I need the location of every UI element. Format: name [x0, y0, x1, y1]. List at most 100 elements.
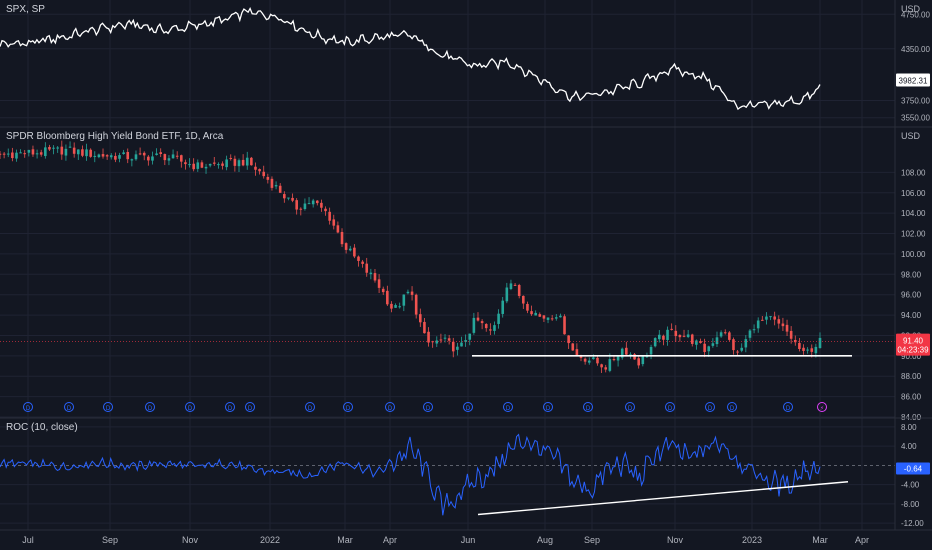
hyg-candle[interactable] [670, 328, 673, 330]
hyg-candle[interactable] [719, 332, 723, 337]
hyg-candle[interactable] [641, 356, 645, 365]
hyg-candle[interactable] [369, 272, 373, 275]
dividend-icon[interactable] [23, 402, 33, 412]
hyg-candle[interactable] [414, 294, 418, 315]
hyg-candle[interactable] [245, 157, 249, 166]
hyg-candle[interactable] [151, 156, 154, 161]
hyg-candle[interactable] [480, 321, 484, 324]
hyg-candle[interactable] [534, 312, 537, 316]
hyg-candle[interactable] [427, 331, 430, 343]
hyg-candle[interactable] [81, 149, 84, 156]
hyg-candle[interactable] [142, 152, 146, 156]
hyg-candle[interactable] [707, 346, 711, 352]
hyg-candle[interactable] [233, 158, 237, 166]
hyg-candle[interactable] [810, 348, 814, 352]
hyg-candle[interactable] [559, 315, 562, 318]
hyg-candle[interactable] [550, 318, 554, 320]
hyg-candle[interactable] [48, 146, 51, 150]
dividend-icon[interactable] [543, 402, 553, 412]
hyg-candle[interactable] [138, 153, 142, 155]
hyg-candle[interactable] [744, 339, 748, 348]
hyg-candle[interactable] [798, 342, 801, 349]
hyg-candle[interactable] [509, 283, 513, 290]
dividend-icon[interactable] [705, 402, 715, 412]
hyg-candle[interactable] [295, 200, 298, 210]
hyg-pane-title[interactable]: SPDR Bloomberg High Yield Bond ETF, 1D, … [6, 131, 224, 142]
hyg-candle[interactable] [171, 154, 175, 159]
dividend-icon[interactable] [305, 402, 315, 412]
hyg-candle[interactable] [662, 335, 665, 340]
hyg-candle[interactable] [682, 335, 686, 337]
hyg-candle[interactable] [604, 367, 608, 370]
dividend-icon[interactable] [385, 402, 395, 412]
hyg-candle[interactable] [802, 347, 805, 351]
hyg-candle[interactable] [344, 243, 348, 250]
hyg-candle[interactable] [666, 329, 669, 340]
hyg-candle[interactable] [336, 225, 340, 233]
hyg-candle[interactable] [657, 334, 661, 340]
dividend-icon[interactable] [343, 402, 353, 412]
hyg-candle[interactable] [365, 263, 369, 273]
hyg-candle[interactable] [27, 149, 31, 153]
hyg-candle[interactable] [464, 340, 467, 342]
hyg-candle[interactable] [287, 197, 290, 199]
hyg-candle[interactable] [596, 357, 599, 364]
hyg-candle[interactable] [332, 219, 336, 226]
hyg-candle[interactable] [785, 324, 789, 332]
hyg-candle[interactable] [44, 147, 47, 157]
dividend-icon[interactable] [463, 402, 473, 412]
hyg-candle[interactable] [357, 256, 360, 261]
hyg-candle[interactable] [752, 329, 756, 331]
hyg-candle[interactable] [505, 287, 509, 302]
hyg-candle[interactable] [68, 146, 72, 148]
hyg-candle[interactable] [732, 339, 735, 351]
hyg-candle[interactable] [114, 155, 117, 160]
hyg-candle[interactable] [221, 163, 224, 166]
hyg-candle[interactable] [472, 317, 476, 333]
hyg-candle[interactable] [443, 337, 447, 339]
hyg-candle[interactable] [723, 332, 727, 334]
hyg-candle[interactable] [147, 156, 150, 161]
hyg-candle[interactable] [410, 291, 414, 295]
hyg-candle[interactable] [740, 347, 744, 351]
hyg-candle[interactable] [109, 155, 113, 158]
hyg-candle[interactable] [381, 288, 385, 293]
hyg-candle[interactable] [583, 358, 587, 362]
hyg-candle[interactable] [353, 247, 356, 257]
hyg-candle[interactable] [612, 359, 616, 361]
hyg-candle[interactable] [806, 349, 809, 351]
hyg-candle[interactable] [291, 197, 294, 201]
hyg-candle[interactable] [386, 290, 389, 305]
hyg-candle[interactable] [283, 194, 286, 199]
hyg-candle[interactable] [567, 335, 570, 344]
hyg-candle[interactable] [217, 164, 220, 166]
hyg-candle[interactable] [155, 153, 158, 155]
hyg-candle[interactable] [15, 152, 18, 159]
hyg-candle[interactable] [225, 159, 228, 168]
hyg-candle[interactable] [517, 285, 521, 296]
hyg-candle[interactable] [192, 163, 195, 170]
hyg-candle[interactable] [39, 152, 43, 155]
dividend-icon[interactable] [245, 402, 255, 412]
hyg-candle[interactable] [307, 203, 311, 205]
hyg-candle[interactable] [728, 332, 731, 340]
hyg-candle[interactable] [571, 343, 575, 351]
hyg-candle[interactable] [23, 153, 27, 155]
hyg-candle[interactable] [497, 313, 500, 324]
hyg-candle[interactable] [703, 343, 706, 352]
hyg-candle[interactable] [241, 159, 245, 166]
hyg-candle[interactable] [781, 323, 785, 327]
hyg-candle[interactable] [402, 294, 406, 306]
dividend-icon[interactable] [783, 402, 793, 412]
hyg-candle[interactable] [315, 200, 319, 204]
hyg-candle[interactable] [159, 152, 163, 154]
hyg-candle[interactable] [756, 320, 760, 329]
hyg-candle[interactable] [587, 360, 591, 363]
hyg-candle[interactable] [19, 152, 22, 154]
hyg-candle[interactable] [130, 159, 134, 161]
hyg-candle[interactable] [777, 319, 781, 324]
hyg-candle[interactable] [373, 273, 377, 281]
hyg-candle[interactable] [501, 300, 505, 314]
hyg-candle[interactable] [451, 341, 455, 352]
